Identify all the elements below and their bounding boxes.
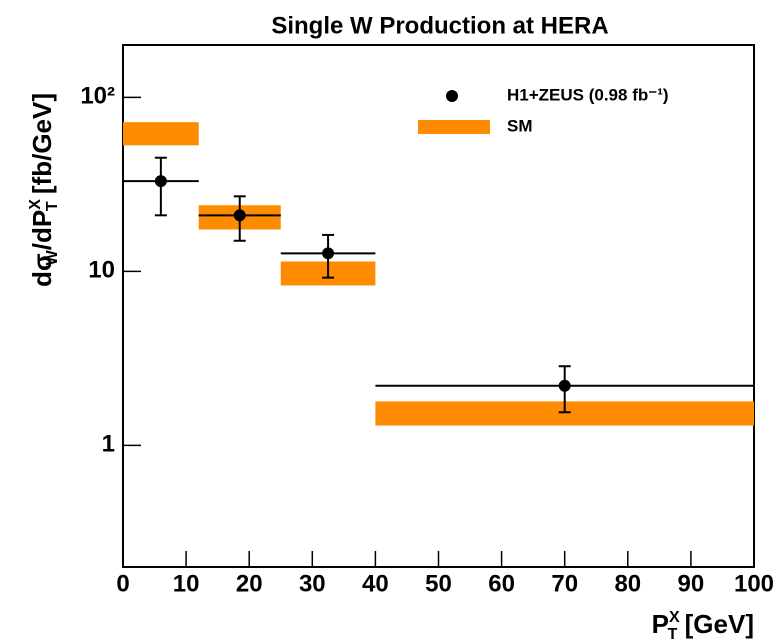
axis-title-part: T	[44, 201, 61, 211]
axis-title-part: X	[27, 199, 44, 210]
data-point	[154, 175, 167, 188]
y-tick-label: 10	[88, 257, 115, 284]
axis-title: PX T [GeV]	[652, 609, 754, 643]
sm-band	[123, 122, 199, 146]
legend-label: SM	[507, 116, 533, 135]
axis-title-part: /dP	[27, 210, 57, 250]
x-tick-label: 80	[614, 570, 641, 597]
y-tick-label: 1	[102, 431, 115, 458]
axis-title-part: W	[44, 249, 61, 265]
axis-title-part: X	[669, 609, 680, 626]
y-tick-label: 10²	[80, 83, 115, 110]
data-point	[322, 247, 335, 260]
legend-marker	[446, 90, 458, 102]
axis-title-part: dσ	[27, 253, 57, 287]
x-tick-label: 20	[236, 570, 263, 597]
axis-title-part: [fb/GeV]	[27, 93, 57, 201]
x-tick-label: 40	[362, 570, 389, 597]
x-tick-label: 60	[488, 570, 515, 597]
x-tick-label: 100	[734, 570, 774, 597]
axis-title-part: [GeV]	[677, 609, 754, 639]
x-tick-label: 50	[425, 570, 452, 597]
legend-label: H1+ZEUS (0.98 fb⁻¹)	[507, 85, 669, 104]
x-tick-label: 70	[551, 570, 578, 597]
x-tick-label: 0	[116, 570, 129, 597]
x-tick-label: 90	[678, 570, 705, 597]
x-tick-label: 10	[173, 570, 200, 597]
axis-title-part: T	[668, 626, 678, 643]
chart-title: Single W Production at HERA	[271, 12, 608, 39]
data-point	[233, 209, 246, 222]
axis-title-part: P	[652, 609, 669, 639]
data-point	[558, 379, 571, 392]
axis-title: dσW/dPXT [fb/GeV]	[27, 93, 61, 287]
x-tick-label: 30	[299, 570, 326, 597]
legend-swatch	[418, 120, 490, 134]
